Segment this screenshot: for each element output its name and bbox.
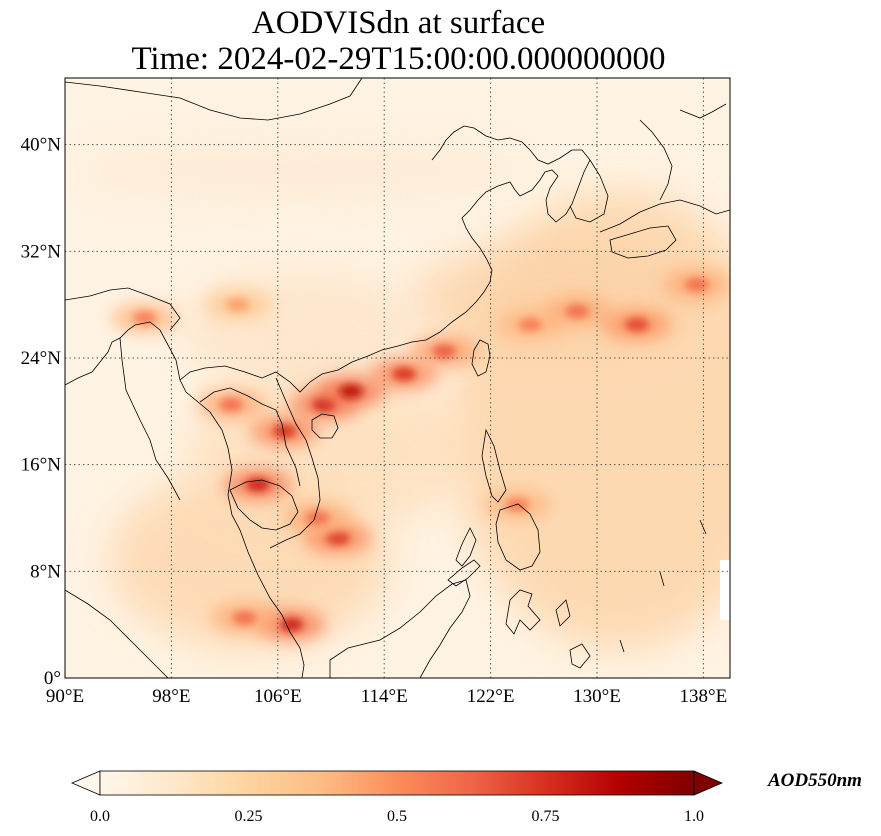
map-title: AODVISdn at surface — [251, 5, 546, 41]
lat-tick-label: 16°N — [21, 455, 62, 476]
map-frame — [64, 77, 731, 679]
lon-tick-label: 114°E — [361, 686, 408, 707]
lat-tick-label: 24°N — [21, 348, 62, 369]
map-time-subtitle: Time: 2024-02-29T15:00:00.000000000 — [131, 41, 666, 77]
aod-hotspot-core — [232, 611, 257, 625]
lon-tick-label: 106°E — [254, 686, 302, 707]
aod-hotspot-core — [624, 317, 649, 332]
colorbar-label: AOD550nm — [768, 770, 862, 791]
map-panel: 90°E 98°E 106°E 114°E 122°E 130°E 138°E 0° 8°N 1… — [21, 77, 731, 707]
lon-tick-label: 130°E — [573, 686, 621, 707]
aod-hotspot-core — [305, 511, 330, 525]
aod-hotspot-core — [392, 367, 417, 381]
colorbar: 0.0 0.25 0.5 0.75 1.0 — [70, 770, 724, 825]
latitude-tick-labels: 0° 8°N 16°N 24°N 32°N 40°N — [21, 135, 62, 689]
colorbar-tick-label: 0.0 — [90, 808, 110, 825]
coastlines-and-borders — [64, 77, 731, 679]
colorbar-tick-label: 0.25 — [235, 808, 263, 825]
aod-hotspot-core — [219, 397, 244, 412]
lon-tick-label: 138°E — [680, 686, 728, 707]
aod-hotspot-core — [565, 304, 590, 319]
aod-hotspot-core — [518, 317, 543, 332]
aod-hotspot-core — [272, 424, 297, 439]
aod-hotspot-core — [279, 617, 304, 632]
lat-tick-label: 32°N — [21, 241, 62, 262]
colorbar-tick-labels: 0.0 0.25 0.5 0.75 1.0 — [90, 808, 704, 825]
lon-tick-label: 98°E — [152, 686, 190, 707]
aod-hotspot-core — [245, 477, 270, 492]
aod-hotspot-core — [132, 311, 157, 325]
colorbar-tick-label: 0.5 — [387, 808, 407, 825]
lon-tick-label: 90°E — [46, 686, 84, 707]
lat-tick-label: 8°N — [30, 561, 61, 582]
lat-tick-label: 0° — [44, 668, 61, 689]
aod-hotspot-core — [225, 297, 250, 312]
aod-hotspots — [110, 268, 730, 641]
colorbar-under-extension — [70, 770, 101, 796]
aod-hotspot-core — [338, 384, 363, 399]
longitude-tick-labels: 90°E 98°E 106°E 114°E 122°E 130°E 138°E — [46, 686, 727, 707]
aod-hotspot-core — [684, 277, 709, 292]
colorbar-over-extension — [693, 770, 724, 796]
aod-hotspot-core — [432, 344, 457, 359]
lat-tick-label: 40°N — [21, 135, 62, 156]
colorbar-gradient — [100, 771, 694, 795]
colorbar-tick-label: 0.75 — [532, 808, 560, 825]
aod-field — [70, 140, 730, 650]
lon-tick-label: 122°E — [467, 686, 515, 707]
aod-hotspot-core — [325, 531, 350, 545]
colorbar-tick-label: 1.0 — [684, 808, 704, 825]
